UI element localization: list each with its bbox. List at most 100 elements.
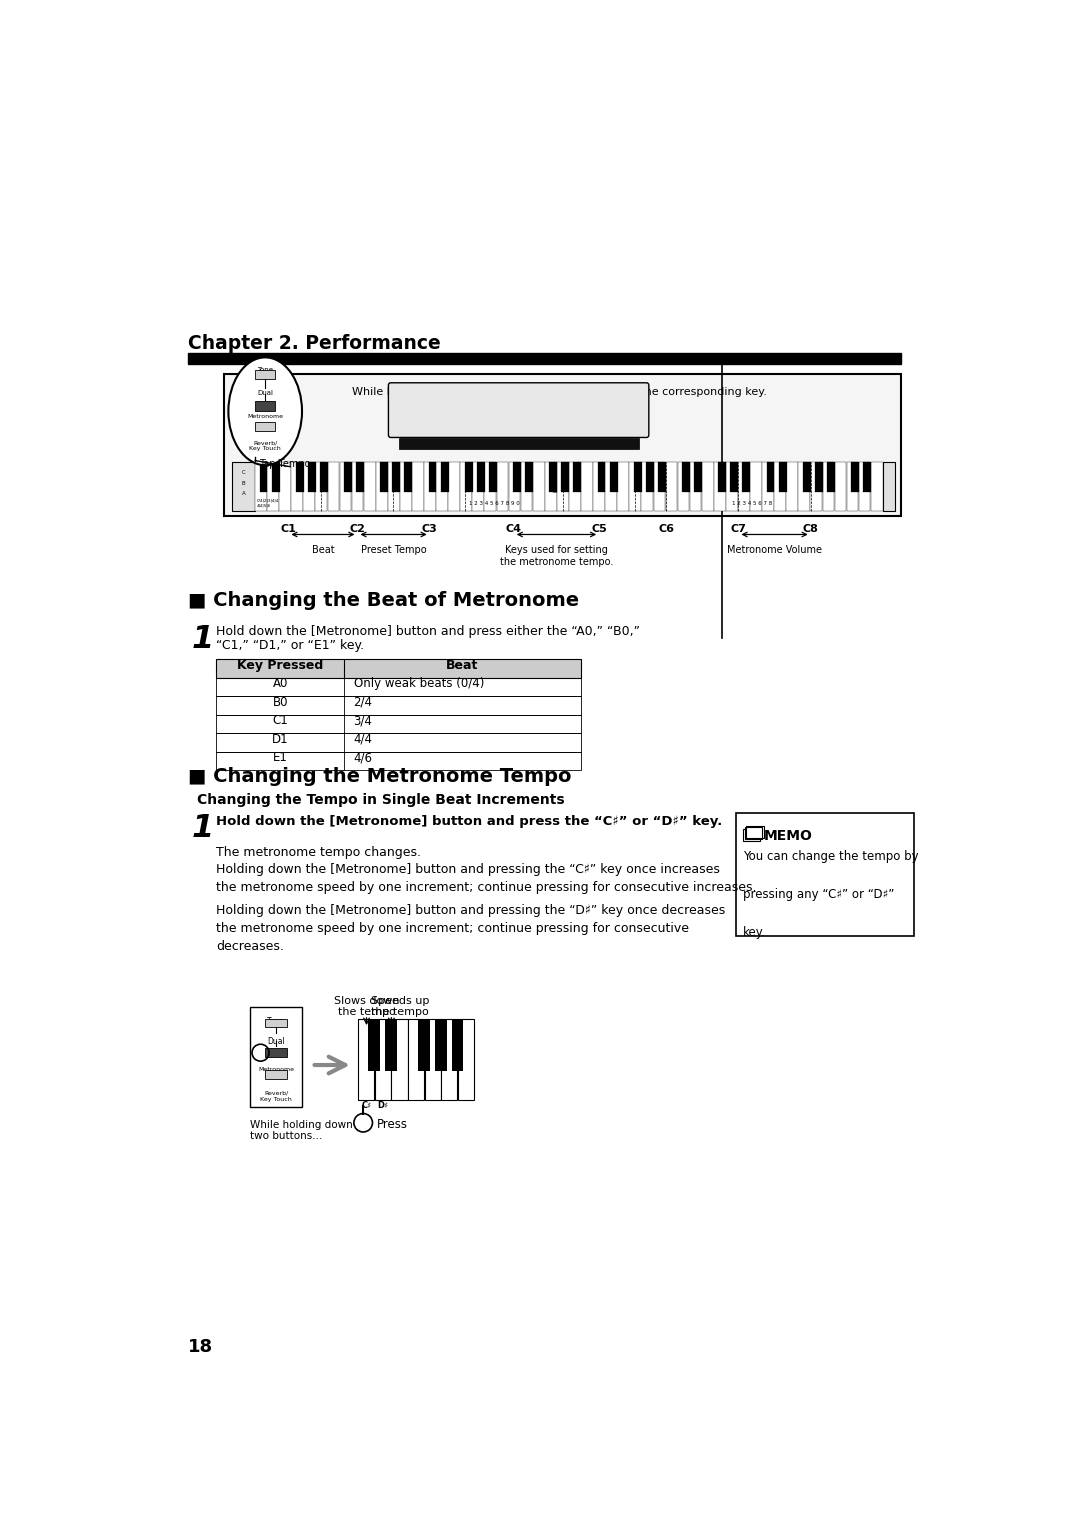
- Bar: [255, 402, 275, 411]
- Text: Tap Tempo: Tap Tempo: [259, 458, 311, 469]
- Text: 1: 1: [191, 623, 214, 656]
- Text: C2: C2: [350, 524, 365, 533]
- Bar: [448, 461, 460, 510]
- Bar: [392, 461, 401, 492]
- Text: C4: C4: [505, 524, 522, 533]
- Bar: [562, 461, 569, 492]
- Text: C: C: [242, 469, 245, 475]
- Bar: [525, 461, 534, 492]
- Ellipse shape: [228, 358, 302, 465]
- Bar: [408, 1019, 424, 1100]
- Bar: [730, 461, 739, 492]
- Bar: [683, 461, 690, 492]
- Bar: [851, 461, 859, 492]
- Bar: [726, 461, 738, 510]
- Text: C1: C1: [272, 714, 288, 727]
- Bar: [489, 461, 497, 492]
- Bar: [266, 1048, 287, 1056]
- Text: 1 2 3 4 5 6 7 8: 1 2 3 4 5 6 7 8: [732, 501, 772, 506]
- Bar: [472, 461, 484, 510]
- Bar: [581, 461, 593, 510]
- Bar: [767, 461, 774, 492]
- Bar: [779, 461, 786, 492]
- Bar: [216, 659, 581, 678]
- Text: Slows down
the tempo: Slows down the tempo: [334, 996, 400, 1018]
- Bar: [315, 461, 327, 510]
- Bar: [424, 1019, 441, 1100]
- Bar: [802, 461, 811, 492]
- Bar: [216, 697, 581, 715]
- Text: C6: C6: [659, 524, 674, 533]
- Bar: [216, 733, 581, 752]
- Text: Beat: Beat: [312, 545, 334, 555]
- Text: Hold down the [Metronome] button and press the “C♯” or “D♯” key.: Hold down the [Metronome] button and pre…: [216, 814, 723, 828]
- Bar: [216, 678, 581, 697]
- Bar: [292, 461, 303, 510]
- Bar: [441, 461, 448, 492]
- Bar: [255, 461, 267, 510]
- Bar: [280, 461, 291, 510]
- Bar: [225, 374, 901, 516]
- Bar: [368, 1019, 380, 1071]
- Bar: [735, 813, 914, 937]
- Text: Holding down the [Metronome] button and pressing the “D♯” key once decreases
the: Holding down the [Metronome] button and …: [216, 905, 726, 953]
- Text: Key Pressed: Key Pressed: [238, 659, 323, 672]
- Bar: [646, 461, 653, 492]
- Bar: [521, 461, 532, 510]
- Bar: [786, 461, 798, 510]
- Text: Tone: Tone: [257, 367, 273, 373]
- Text: 4/4: 4/4: [353, 733, 373, 746]
- Bar: [746, 825, 764, 837]
- Text: Metronome: Metronome: [258, 1068, 294, 1073]
- Text: ■ Changing the Metronome Tempo: ■ Changing the Metronome Tempo: [188, 767, 571, 785]
- Bar: [742, 461, 751, 492]
- Bar: [399, 439, 638, 449]
- Bar: [352, 461, 364, 510]
- Text: 1: 1: [191, 813, 214, 843]
- Bar: [618, 461, 629, 510]
- Text: C3: C3: [422, 524, 437, 533]
- Bar: [573, 461, 581, 492]
- Bar: [762, 461, 774, 510]
- Bar: [513, 461, 521, 492]
- Bar: [259, 461, 268, 492]
- Text: 3/4: 3/4: [353, 714, 373, 727]
- Bar: [391, 1019, 407, 1100]
- Bar: [605, 461, 617, 510]
- Bar: [827, 461, 835, 492]
- Bar: [835, 461, 847, 510]
- Bar: [266, 1019, 287, 1027]
- Bar: [485, 461, 496, 510]
- Text: Metronome: Metronome: [247, 414, 283, 419]
- Bar: [798, 461, 810, 510]
- Bar: [677, 461, 689, 510]
- Text: Preset Tempo: Preset Tempo: [361, 545, 427, 555]
- Bar: [359, 1019, 375, 1100]
- Bar: [327, 461, 339, 510]
- Text: 0/4|2|3|4|4
4|4|5|6: 0/4|2|3|4|4 4|4|5|6: [257, 500, 279, 507]
- Bar: [847, 461, 859, 510]
- Bar: [630, 461, 642, 510]
- Bar: [544, 461, 556, 510]
- Text: Hold down the [Metronome] button and press either the “A0,” “B0,”: Hold down the [Metronome] button and pre…: [216, 625, 640, 639]
- Bar: [859, 461, 870, 510]
- Bar: [249, 1007, 302, 1108]
- Bar: [460, 461, 472, 510]
- Text: C8: C8: [802, 524, 819, 533]
- Bar: [386, 1019, 396, 1071]
- Bar: [308, 461, 315, 492]
- Text: D♯: D♯: [378, 1102, 389, 1111]
- Text: Reverb/
Key Touch: Reverb/ Key Touch: [249, 440, 281, 451]
- Bar: [653, 461, 665, 510]
- Text: While holding down the [Metronome] button, press the corresponding key.: While holding down the [Metronome] butto…: [352, 387, 767, 397]
- Text: “C1,” “D1,” or “E1” key.: “C1,” “D1,” or “E1” key.: [216, 639, 365, 652]
- Bar: [345, 461, 352, 492]
- Bar: [774, 461, 786, 510]
- Bar: [557, 461, 569, 510]
- Text: Press: Press: [377, 1118, 408, 1131]
- Text: Beat: Beat: [446, 659, 478, 672]
- Bar: [550, 461, 557, 492]
- Bar: [436, 461, 448, 510]
- Bar: [610, 461, 618, 492]
- Text: MEMO: MEMO: [764, 828, 812, 842]
